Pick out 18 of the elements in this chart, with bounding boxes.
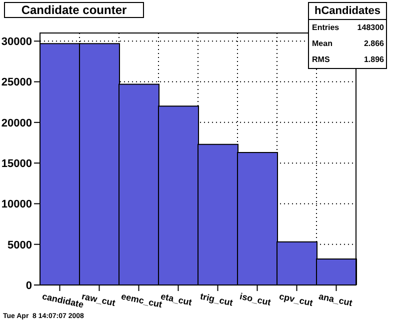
y-tick-label: 0 <box>26 280 32 292</box>
text: hCandidates <box>309 3 386 20</box>
text: RMS 1.896 <box>312 55 384 64</box>
y-tick-label: 25000 <box>1 76 32 89</box>
y-tick-label: 10000 <box>1 198 32 211</box>
y-tick-label: 15000 <box>1 158 32 170</box>
text: Entries 148300 <box>312 23 384 32</box>
x-tick-label: candidate <box>41 291 85 310</box>
x-tick-label: iso_cut <box>238 291 272 308</box>
text: Mean 2.866 <box>312 39 384 48</box>
x-tick-label: trig_cut <box>199 291 234 308</box>
y-tick-label: 5000 <box>8 239 32 252</box>
y-tick-label: 20000 <box>1 117 32 130</box>
x-tick-label: ana_cut <box>318 291 354 308</box>
x-tick-label: cpv_cut <box>278 291 314 308</box>
chart-title: Candidate counter <box>4 2 144 18</box>
x-tick-label: eemc_cut <box>120 291 164 310</box>
y-tick-label: 30000 <box>1 36 32 48</box>
